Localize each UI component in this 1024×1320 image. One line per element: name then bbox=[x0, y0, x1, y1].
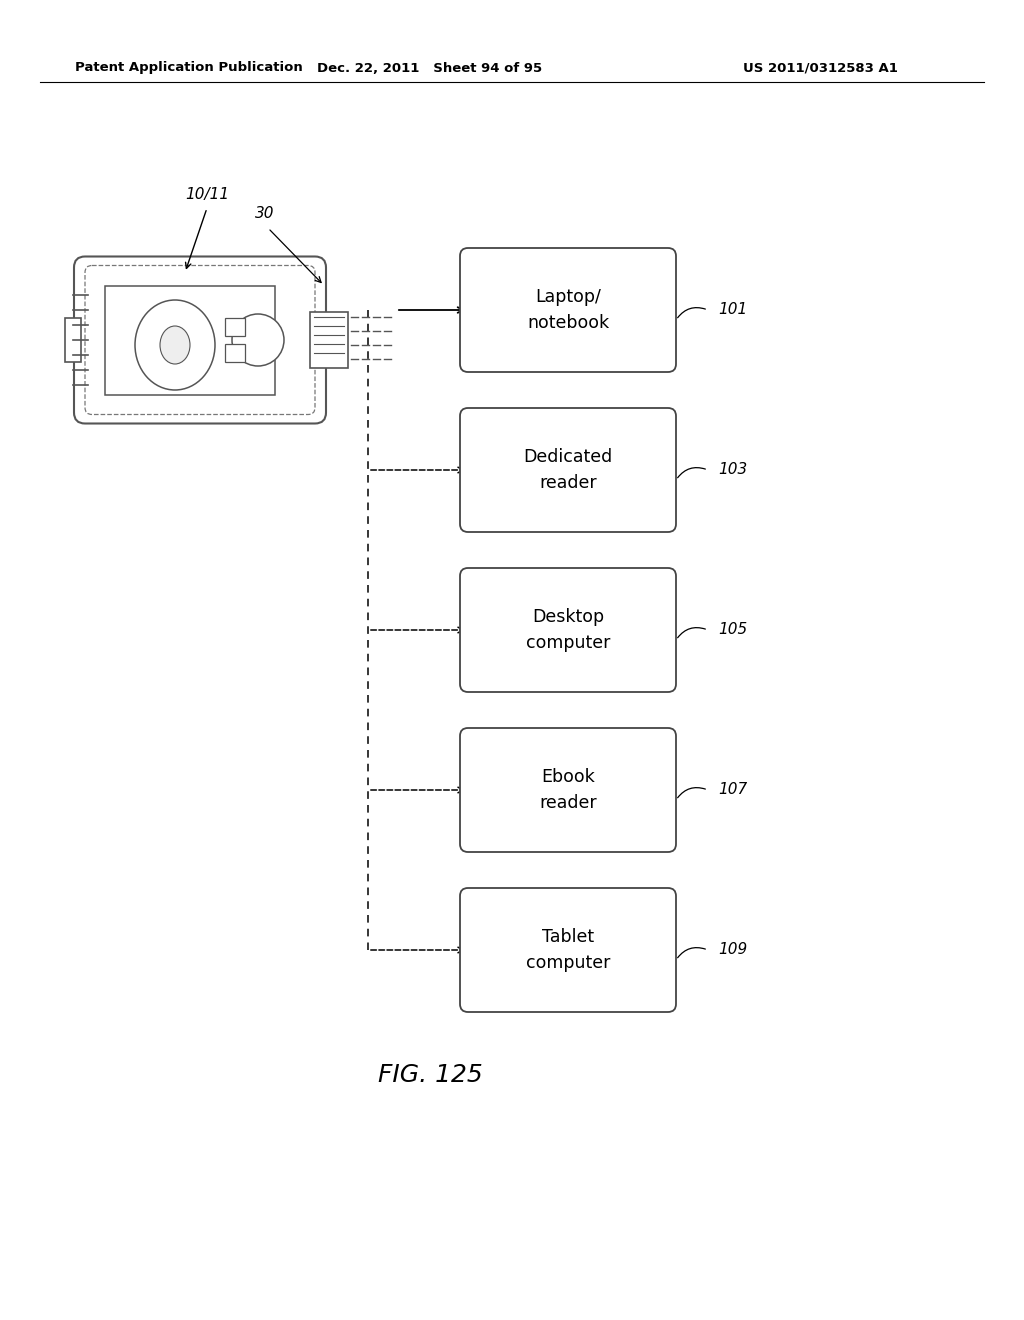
Text: 107: 107 bbox=[718, 783, 748, 797]
FancyBboxPatch shape bbox=[65, 318, 81, 362]
FancyBboxPatch shape bbox=[74, 256, 326, 424]
Ellipse shape bbox=[135, 300, 215, 389]
Text: Dec. 22, 2011   Sheet 94 of 95: Dec. 22, 2011 Sheet 94 of 95 bbox=[317, 62, 543, 74]
FancyBboxPatch shape bbox=[460, 408, 676, 532]
Text: Tablet
computer: Tablet computer bbox=[525, 928, 610, 972]
Text: 101: 101 bbox=[718, 302, 748, 318]
Text: 109: 109 bbox=[718, 942, 748, 957]
Circle shape bbox=[232, 314, 284, 366]
Text: 10/11: 10/11 bbox=[185, 187, 229, 202]
Text: 105: 105 bbox=[718, 623, 748, 638]
FancyBboxPatch shape bbox=[460, 729, 676, 851]
FancyBboxPatch shape bbox=[105, 285, 275, 395]
FancyBboxPatch shape bbox=[310, 312, 348, 368]
Text: Laptop/
notebook: Laptop/ notebook bbox=[527, 289, 609, 331]
FancyBboxPatch shape bbox=[225, 345, 245, 362]
Ellipse shape bbox=[160, 326, 190, 364]
Text: 30: 30 bbox=[255, 206, 274, 220]
Text: Ebook
reader: Ebook reader bbox=[540, 768, 597, 812]
Text: FIG. 125: FIG. 125 bbox=[378, 1063, 482, 1086]
FancyBboxPatch shape bbox=[460, 248, 676, 372]
FancyBboxPatch shape bbox=[460, 888, 676, 1012]
Text: Desktop
computer: Desktop computer bbox=[525, 609, 610, 652]
Text: Dedicated
reader: Dedicated reader bbox=[523, 449, 612, 491]
Text: 103: 103 bbox=[718, 462, 748, 478]
Text: US 2011/0312583 A1: US 2011/0312583 A1 bbox=[742, 62, 897, 74]
FancyBboxPatch shape bbox=[225, 318, 245, 337]
Text: Patent Application Publication: Patent Application Publication bbox=[75, 62, 303, 74]
FancyBboxPatch shape bbox=[460, 568, 676, 692]
